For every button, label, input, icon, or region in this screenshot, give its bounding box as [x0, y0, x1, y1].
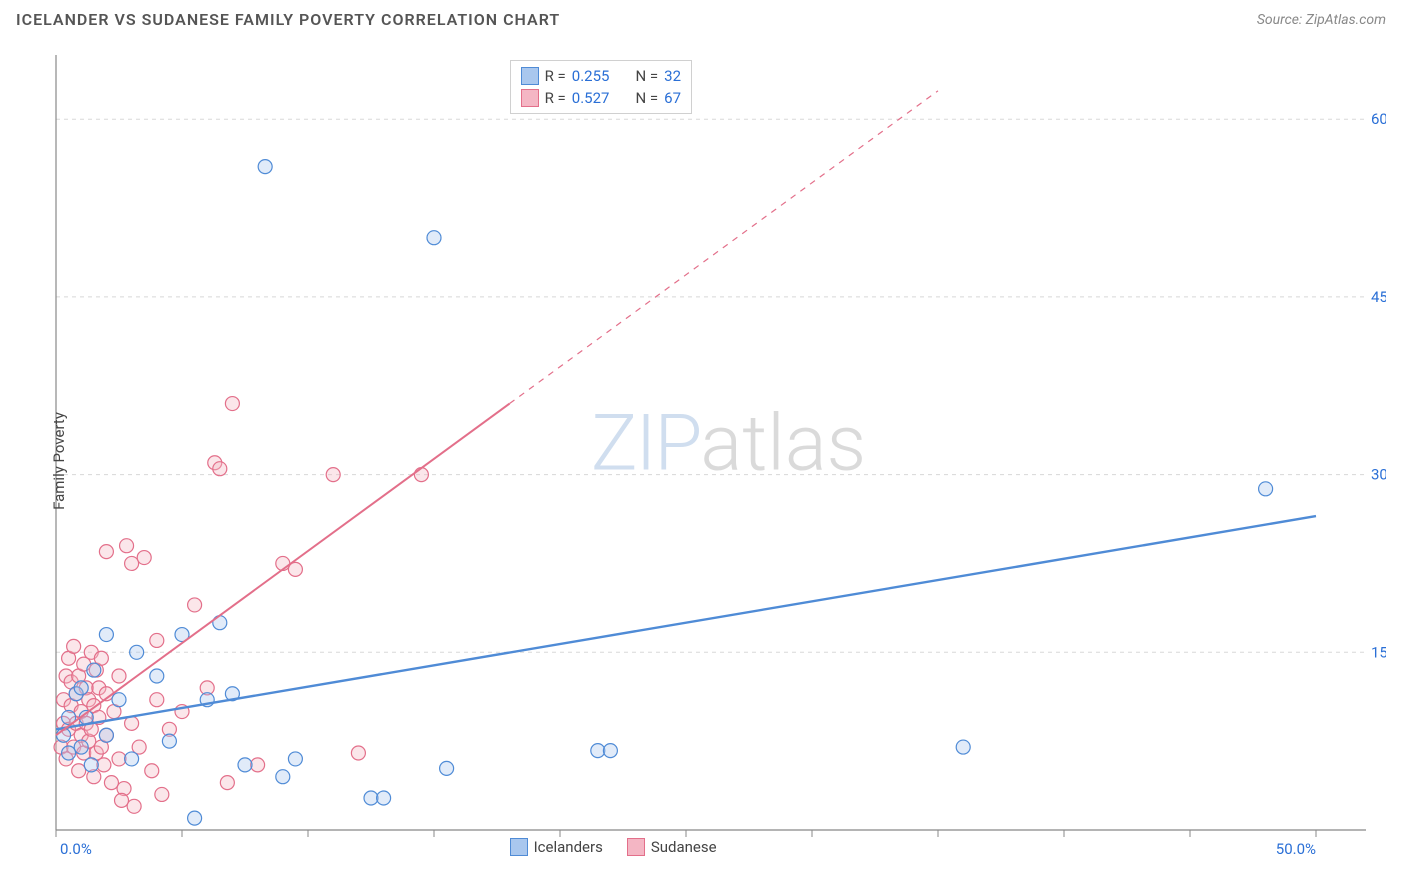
legend-item: Sudanese [627, 836, 717, 858]
data-point [145, 764, 159, 778]
data-point [288, 752, 302, 766]
data-point [414, 468, 428, 482]
data-point [74, 740, 88, 754]
data-point [440, 761, 454, 775]
data-point [956, 740, 970, 754]
data-point [87, 663, 101, 677]
source-label: Source: ZipAtlas.com [1257, 12, 1386, 28]
data-point [155, 787, 169, 801]
trend-line [56, 404, 510, 736]
n-value: 32 [664, 65, 681, 87]
data-point [251, 758, 265, 772]
trend-line [56, 516, 1316, 729]
data-point [162, 734, 176, 748]
legend-label: Icelanders [534, 836, 603, 858]
data-point [99, 628, 113, 642]
data-point [326, 468, 340, 482]
data-point [150, 669, 164, 683]
stats-legend: R = 0.255 N = 32 R = 0.527 N = 67 [510, 60, 692, 114]
chart-title: ICELANDER VS SUDANESE FAMILY POVERTY COR… [16, 10, 560, 29]
stats-legend-row: R = 0.527 N = 67 [521, 87, 681, 109]
r-value: 0.255 [572, 65, 610, 87]
data-point [112, 693, 126, 707]
n-label: N = [635, 87, 658, 109]
svg-text:60.0%: 60.0% [1371, 110, 1386, 128]
data-point [150, 633, 164, 647]
data-point [258, 160, 272, 174]
data-point [74, 681, 88, 695]
svg-text:45.0%: 45.0% [1371, 288, 1386, 306]
data-point [351, 746, 365, 760]
legend-item: Icelanders [510, 836, 603, 858]
data-point [427, 231, 441, 245]
data-point [603, 744, 617, 758]
data-point [127, 799, 141, 813]
legend-swatch [521, 67, 539, 85]
stats-legend-row: R = 0.255 N = 32 [521, 65, 681, 87]
data-point [213, 616, 227, 630]
data-point [104, 776, 118, 790]
data-point [213, 462, 227, 476]
data-point [377, 791, 391, 805]
legend-label: Sudanese [651, 836, 717, 858]
data-point [115, 793, 129, 807]
data-point [125, 752, 139, 766]
data-point [150, 693, 164, 707]
legend-swatch [510, 838, 528, 856]
series-legend: Icelanders Sudanese [510, 836, 717, 858]
data-point [591, 744, 605, 758]
svg-text:50.0%: 50.0% [1276, 840, 1316, 858]
data-point [188, 598, 202, 612]
data-point [238, 758, 252, 772]
data-point [364, 791, 378, 805]
data-point [125, 556, 139, 570]
n-label: N = [635, 65, 658, 87]
data-point [220, 776, 234, 790]
data-point [120, 539, 134, 553]
r-value: 0.527 [572, 87, 610, 109]
chart-area: Family Poverty 15.0% 30.0% 45.0% 60.0% 0.0% 5… [16, 40, 1386, 882]
legend-swatch [521, 89, 539, 107]
data-point [99, 545, 113, 559]
r-label: R = [545, 65, 566, 87]
data-point [97, 758, 111, 772]
data-point [99, 728, 113, 742]
data-point [188, 811, 202, 825]
data-point [112, 669, 126, 683]
data-point [112, 752, 126, 766]
data-point [276, 770, 290, 784]
svg-text:15.0%: 15.0% [1371, 643, 1386, 661]
svg-text:0.0%: 0.0% [60, 840, 92, 858]
scatter-plot: 15.0% 30.0% 45.0% 60.0% 0.0% 50.0% [16, 40, 1386, 882]
svg-text:30.0%: 30.0% [1371, 466, 1386, 484]
data-point [130, 645, 144, 659]
legend-swatch [627, 838, 645, 856]
data-point [62, 746, 76, 760]
data-point [84, 758, 98, 772]
trend-line-extend [510, 91, 938, 404]
data-point [72, 764, 86, 778]
data-point [1259, 482, 1273, 496]
n-value: 67 [664, 87, 681, 109]
data-point [225, 397, 239, 411]
data-point [137, 551, 151, 565]
y-axis-label: Family Poverty [50, 412, 68, 510]
r-label: R = [545, 87, 566, 109]
data-point [67, 639, 81, 653]
